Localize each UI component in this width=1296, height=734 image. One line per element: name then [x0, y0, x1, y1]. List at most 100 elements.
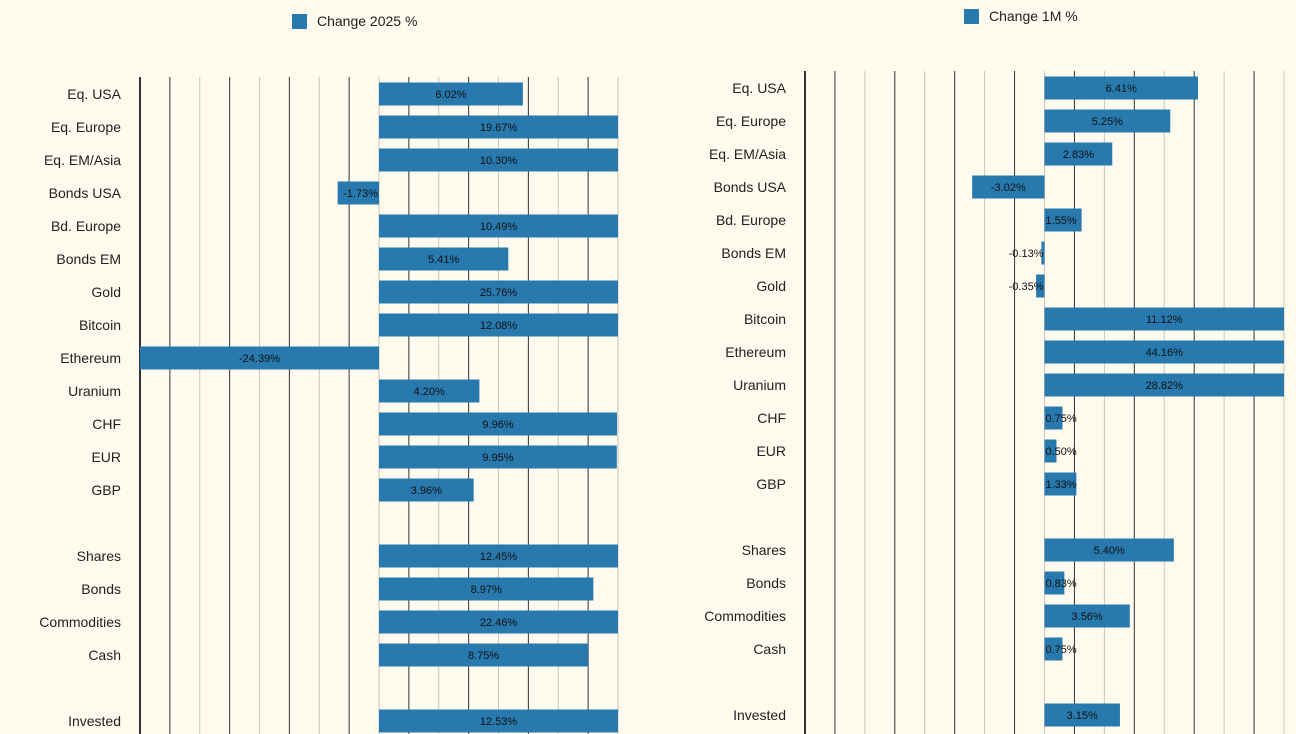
category-label: EUR [756, 443, 786, 459]
legend-swatch [292, 13, 307, 29]
legend-swatch [964, 8, 979, 24]
bar [379, 610, 618, 634]
category-label: Shares [77, 548, 121, 564]
data-label: 8.97% [471, 584, 502, 596]
data-label: 12.08% [480, 320, 518, 332]
category-label: Uranium [68, 383, 121, 399]
bar [1044, 208, 1082, 232]
category-label: Bd. Europe [716, 212, 786, 228]
data-label: 1.33% [1046, 479, 1077, 491]
category-label: Eq. EM/Asia [709, 146, 786, 162]
bar [1044, 637, 1063, 661]
bar [1044, 307, 1284, 331]
data-label: 12.53% [480, 716, 518, 728]
category-label: CHF [92, 416, 121, 432]
data-label: 6.41% [1106, 83, 1137, 95]
bar [1044, 472, 1077, 496]
legend-right: Change 1M % [964, 8, 1078, 24]
bar [972, 175, 1045, 199]
category-label: Uranium [733, 377, 786, 393]
bar [379, 577, 594, 601]
bar [379, 247, 509, 271]
bar [140, 346, 379, 370]
category-label: Bonds EM [721, 245, 786, 261]
bar [1036, 274, 1045, 298]
category-label: Invested [68, 713, 121, 729]
legend-left: Change 2025 % [292, 13, 417, 29]
bar [1044, 406, 1063, 430]
category-label: Ethereum [60, 350, 121, 366]
category-label: Commodities [39, 614, 121, 630]
data-label: 4.20% [414, 386, 445, 398]
bar [1044, 538, 1174, 562]
data-label: 9.95% [482, 452, 513, 464]
bar [1044, 142, 1113, 166]
bar [379, 445, 617, 469]
data-label: 22.46% [480, 617, 518, 629]
legend-label: Change 2025 % [317, 13, 418, 29]
data-label: 2.83% [1063, 149, 1094, 161]
data-label: 44.16% [1146, 347, 1184, 359]
bar [1044, 109, 1171, 133]
data-label: 19.67% [480, 122, 518, 134]
category-label: Eq. USA [732, 80, 786, 96]
data-label: 10.30% [480, 155, 518, 167]
bar [379, 412, 618, 436]
data-label: 12.45% [480, 551, 518, 563]
bar [337, 181, 379, 205]
category-label: Gold [756, 278, 786, 294]
data-label: -0.35% [1009, 281, 1044, 293]
category-label: Cash [753, 641, 786, 657]
data-label: -3.02% [991, 182, 1026, 194]
bar [379, 643, 589, 667]
category-label: Gold [91, 284, 121, 300]
category-label: Bd. Europe [51, 218, 121, 234]
category-label: Bonds USA [714, 179, 787, 195]
bar [379, 280, 618, 304]
data-label: 10.49% [480, 221, 518, 233]
category-label: Eq. EM/Asia [44, 152, 121, 168]
bar [379, 82, 523, 106]
category-label: Invested [733, 707, 786, 723]
category-label: Bonds EM [56, 251, 121, 267]
data-label: 1.55% [1046, 215, 1077, 227]
data-label: 3.96% [411, 485, 442, 497]
category-label: Bonds [81, 581, 121, 597]
bar [379, 478, 474, 502]
bar [379, 115, 618, 139]
data-label: 8.75% [468, 650, 499, 662]
bar [1044, 373, 1284, 397]
data-label: 5.40% [1094, 545, 1125, 557]
category-label: Commodities [704, 608, 786, 624]
bar [1044, 703, 1120, 727]
data-label: 5.25% [1092, 116, 1123, 128]
category-label: Bitcoin [744, 311, 786, 327]
data-label: 28.82% [1146, 380, 1184, 392]
data-label: 3.15% [1067, 710, 1098, 722]
data-label: 3.56% [1072, 611, 1103, 623]
category-label: Bitcoin [79, 317, 121, 333]
category-label: Cash [88, 647, 121, 663]
bar [379, 709, 618, 733]
category-label: Eq. Europe [716, 113, 786, 129]
category-label: GBP [756, 476, 786, 492]
category-label: Bonds USA [49, 185, 122, 201]
bar [379, 313, 618, 337]
category-label: Shares [742, 542, 786, 558]
data-label: 25.76% [480, 287, 518, 299]
category-label: Eq. USA [67, 86, 121, 102]
data-label: -1.73% [343, 188, 378, 200]
legend-label: Change 1M % [989, 8, 1078, 24]
bar [1044, 571, 1065, 595]
data-label: -24.39% [239, 353, 280, 365]
bar [379, 544, 618, 568]
bar [1044, 340, 1284, 364]
bar [1041, 241, 1045, 265]
category-label: Eq. Europe [51, 119, 121, 135]
data-label: 0.75% [1046, 413, 1077, 425]
bar [379, 148, 618, 172]
bar [1044, 439, 1057, 463]
data-label: -0.13% [1009, 248, 1044, 260]
bar [1044, 76, 1199, 100]
bar [1044, 604, 1130, 628]
